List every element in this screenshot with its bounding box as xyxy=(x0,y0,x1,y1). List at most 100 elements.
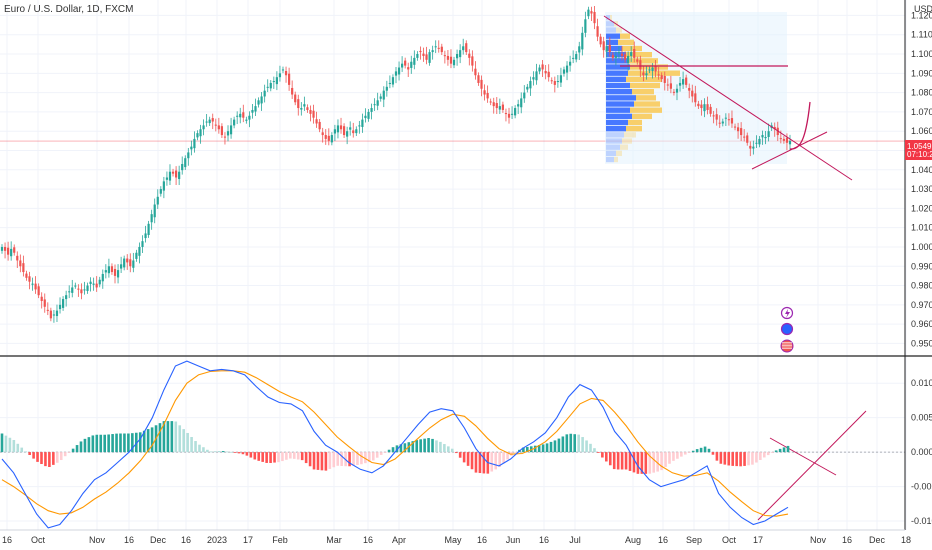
candle-body xyxy=(135,252,138,259)
macd-histogram-bar xyxy=(786,445,790,453)
candle-body xyxy=(733,126,737,128)
macd-histogram-bar xyxy=(676,452,679,459)
macd-histogram-bar xyxy=(462,452,466,463)
vp-bar-up xyxy=(606,58,628,64)
macd-histogram-bar xyxy=(419,439,422,453)
macd-histogram-bar xyxy=(387,449,391,453)
candle-body xyxy=(520,98,523,108)
macd-histogram-bar xyxy=(95,434,99,453)
time-tick-label: Jun xyxy=(506,535,521,545)
macd-histogram-bar xyxy=(20,447,24,453)
macd-histogram-bar xyxy=(723,452,727,465)
candle-body xyxy=(642,72,645,76)
macd-histogram-bar xyxy=(316,452,320,470)
candle-body xyxy=(281,69,285,71)
candle-body xyxy=(303,104,306,107)
macd-histogram-bar xyxy=(427,438,430,453)
macd-histogram-bar xyxy=(423,438,426,453)
macd-histogram-bar xyxy=(67,452,71,453)
macd-histogram-bar xyxy=(616,452,620,470)
time-tick-label: Jul xyxy=(569,535,581,545)
macd-histogram-bar xyxy=(158,423,162,453)
candle-body xyxy=(636,59,639,62)
macd-histogram-bar xyxy=(225,451,229,453)
candle-body xyxy=(599,36,602,45)
macd-histogram-bar xyxy=(624,452,628,470)
macd-histogram-bar xyxy=(352,452,355,466)
vp-bar-down xyxy=(628,119,642,126)
candle-body xyxy=(28,276,31,282)
candle-body xyxy=(196,133,199,138)
macd-histogram-bar xyxy=(415,440,419,453)
candle-body xyxy=(510,113,514,115)
candle-body xyxy=(382,90,385,100)
candle-body xyxy=(263,90,266,97)
candle-body xyxy=(336,125,340,133)
macd-histogram-bar xyxy=(16,443,20,453)
candle-body xyxy=(785,137,789,143)
macd-histogram-bar xyxy=(470,452,474,470)
vp-bar-down xyxy=(632,113,652,120)
time-tick-label: Mar xyxy=(326,535,342,545)
macd-histogram-bar xyxy=(557,438,561,453)
candle-body xyxy=(602,41,605,51)
vp-bar-down xyxy=(630,82,660,89)
macd-histogram-bar xyxy=(59,452,63,461)
candle-body xyxy=(52,314,56,316)
candle-body xyxy=(709,106,712,114)
candle-body xyxy=(465,43,468,53)
macd-histogram-bar xyxy=(399,444,403,453)
vp-bar-up xyxy=(606,138,622,144)
candle-body xyxy=(19,260,22,267)
time-tick-label: 16 xyxy=(477,535,487,545)
candle-body xyxy=(434,46,437,48)
candle-body xyxy=(452,59,456,66)
macd-histogram-bar xyxy=(261,452,264,462)
macd-histogram-bar xyxy=(561,436,565,453)
macd-histogram-bar xyxy=(245,452,249,456)
macd-histogram-bar xyxy=(383,452,387,453)
candle-body xyxy=(401,63,404,68)
vp-bar-down xyxy=(618,39,634,46)
candle-body xyxy=(260,96,263,104)
candle-body xyxy=(404,60,407,66)
flag-icon[interactable] xyxy=(780,339,794,353)
current-price: 1.05491 xyxy=(907,142,932,151)
macd-histogram-bar xyxy=(178,425,182,453)
candle-body xyxy=(10,248,13,257)
candle-body xyxy=(535,71,538,81)
macd-histogram-bar xyxy=(107,434,110,453)
macd-histogram-bar xyxy=(131,433,134,453)
candle-body xyxy=(669,83,672,89)
macd-histogram-bar xyxy=(522,447,525,453)
macd-histogram-bar xyxy=(249,452,253,458)
macd-histogram-bar xyxy=(715,452,719,461)
candle-body xyxy=(92,283,95,285)
candle-body xyxy=(165,177,169,180)
candle-body xyxy=(327,135,330,141)
vp-bar-down xyxy=(624,132,636,138)
candle-body xyxy=(752,146,755,149)
macd-histogram-bar xyxy=(403,443,407,453)
vp-bar-up xyxy=(606,119,628,126)
macd-histogram-bar xyxy=(119,433,122,453)
macd-histogram-bar xyxy=(411,441,415,453)
macd-histogram-bar xyxy=(198,444,201,453)
candle-body xyxy=(486,92,489,99)
lightning-icon[interactable] xyxy=(780,306,794,320)
candle-body xyxy=(611,55,614,58)
macd-histogram-bar xyxy=(52,452,55,465)
vp-bar-down xyxy=(626,126,642,132)
macd-histogram-bar xyxy=(458,452,462,458)
time-tick-label: 16 xyxy=(124,535,134,545)
price-tick-label: 1.06000 xyxy=(911,126,932,136)
vp-bar-down xyxy=(634,101,660,107)
vp-bar-up xyxy=(606,82,630,89)
candle-body xyxy=(43,299,46,307)
candle-body xyxy=(495,103,498,109)
dividend-icon[interactable] xyxy=(780,322,794,336)
candle-body xyxy=(342,126,346,136)
macd-histogram-bar xyxy=(277,452,280,463)
